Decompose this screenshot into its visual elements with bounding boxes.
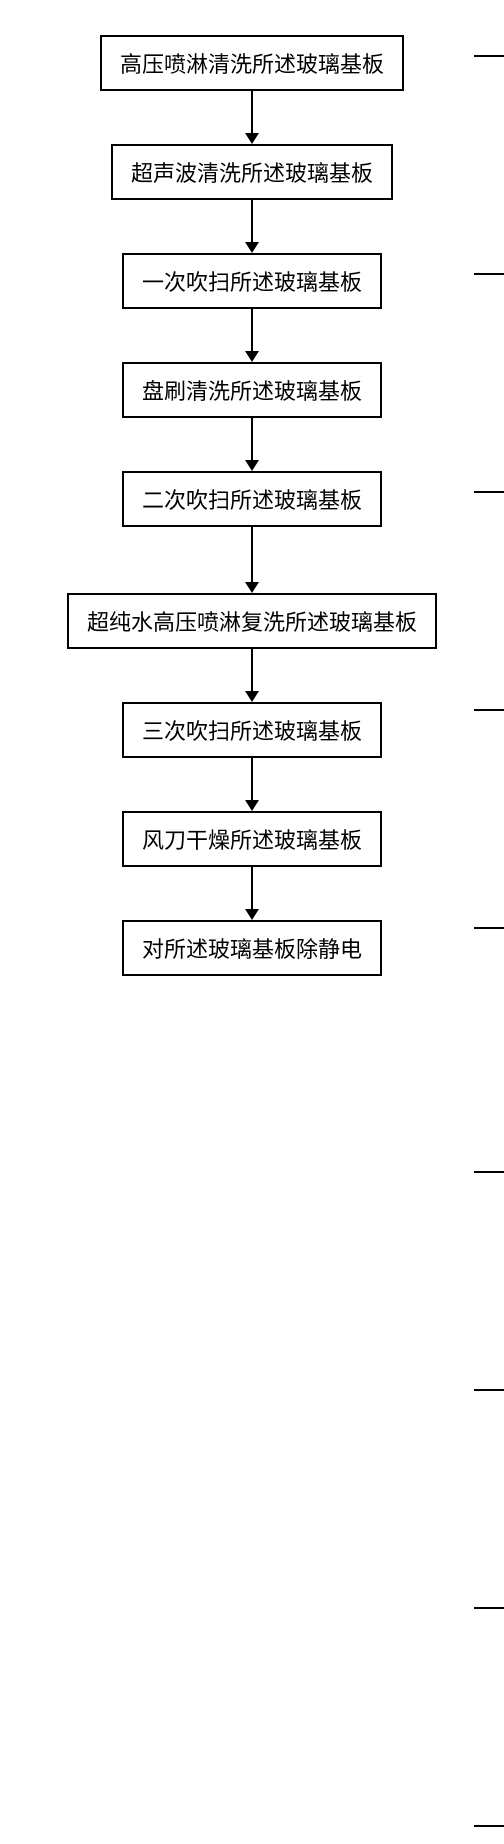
arrow-line <box>251 649 253 691</box>
label-connector <box>474 55 504 70</box>
label-connector <box>474 1171 504 1186</box>
flowchart-step-1: 高压喷淋清洗所述玻璃基板201 <box>100 35 404 91</box>
label-connector <box>474 1389 504 1404</box>
step-box: 高压喷淋清洗所述玻璃基板 <box>100 35 404 91</box>
step-box: 风刀干燥所述玻璃基板 <box>122 811 382 867</box>
label-connector <box>474 1607 504 1622</box>
arrow-head-icon <box>245 460 259 471</box>
arrow-connector <box>245 91 259 144</box>
step-box: 三次吹扫所述玻璃基板 <box>122 702 382 758</box>
flowchart-step-5: 二次吹扫所述玻璃基板104 <box>122 471 382 527</box>
label-connector <box>474 273 504 288</box>
arrow-head-icon <box>245 800 259 811</box>
arrow-head-icon <box>245 242 259 253</box>
label-connector <box>474 1825 504 1840</box>
arrow-head-icon <box>245 133 259 144</box>
step-box: 对所述玻璃基板除静电 <box>122 920 382 976</box>
flowchart-container: 高压喷淋清洗所述玻璃基板201 超声波清洗所述玻璃基板202 一次吹扫所述玻璃基板1… <box>0 0 504 976</box>
label-connector <box>474 709 504 724</box>
flowchart-step-3: 一次吹扫所述玻璃基板102 <box>122 253 382 309</box>
arrow-head-icon <box>245 909 259 920</box>
flowchart-step-8: 风刀干燥所述玻璃基板503 <box>122 811 382 867</box>
arrow-line <box>251 758 253 800</box>
arrow-head-icon <box>245 351 259 362</box>
flowchart-step-9: 对所述玻璃基板除静电106 <box>122 920 382 976</box>
arrow-line <box>251 527 253 582</box>
arrow-line <box>251 200 253 242</box>
arrow-connector <box>245 200 259 253</box>
arrow-connector <box>245 418 259 471</box>
step-box: 一次吹扫所述玻璃基板 <box>122 253 382 309</box>
arrow-connector <box>245 758 259 811</box>
step-box: 超纯水高压喷淋复洗所述玻璃基板 <box>67 593 437 649</box>
flowchart-step-7: 三次吹扫所述玻璃基板502 <box>122 702 382 758</box>
arrow-connector <box>245 649 259 702</box>
arrow-connector <box>245 527 259 593</box>
arrow-head-icon <box>245 582 259 593</box>
arrow-head-icon <box>245 691 259 702</box>
arrow-connector <box>245 867 259 920</box>
arrow-line <box>251 309 253 351</box>
arrow-line <box>251 867 253 909</box>
step-box: 超声波清洗所述玻璃基板 <box>111 144 393 200</box>
flowchart-step-4: 盘刷清洗所述玻璃基板103 <box>122 362 382 418</box>
flowchart-step-2: 超声波清洗所述玻璃基板202 <box>111 144 393 200</box>
flowchart-step-6: 超纯水高压喷淋复洗所述玻璃基板501 <box>67 593 437 649</box>
step-box: 盘刷清洗所述玻璃基板 <box>122 362 382 418</box>
arrow-line <box>251 91 253 133</box>
arrow-line <box>251 418 253 460</box>
arrow-connector <box>245 309 259 362</box>
step-box: 二次吹扫所述玻璃基板 <box>122 471 382 527</box>
label-connector <box>474 491 504 506</box>
label-connector <box>474 927 504 942</box>
